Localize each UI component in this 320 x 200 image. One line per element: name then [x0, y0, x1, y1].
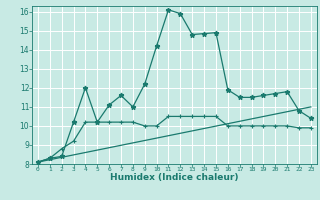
X-axis label: Humidex (Indice chaleur): Humidex (Indice chaleur): [110, 173, 239, 182]
